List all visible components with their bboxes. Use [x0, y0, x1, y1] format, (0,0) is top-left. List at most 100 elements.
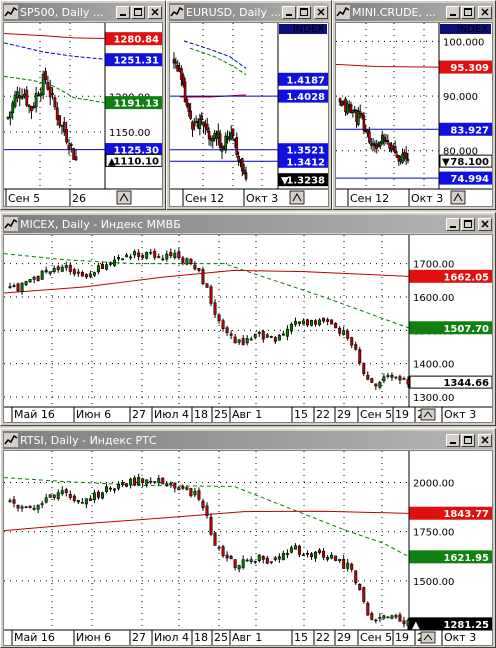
candle-body: [257, 554, 261, 562]
candle-body: [62, 121, 66, 133]
candle-body: [12, 285, 16, 287]
maximize-button[interactable]: [461, 433, 475, 447]
candle-body: [301, 554, 305, 557]
chart-plot[interactable]: 2000.00 1750.00 1500.00 1843.77 1621.95 ▲ 1281…: [3, 450, 493, 646]
moving-average-short: [4, 42, 106, 60]
date-label: Июн 6: [76, 408, 111, 421]
chart-window-eurusd[interactable]: EURUSD, Daily ... 1.4187 1.4028 1.3521 1.34…: [166, 0, 332, 210]
price-tick-label: 1150.00: [109, 128, 150, 139]
price-tick-label: 100.000: [443, 37, 484, 48]
candle-body: [350, 563, 354, 570]
maximize-button[interactable]: [297, 5, 311, 19]
chart-window-micex[interactable]: MICEX, Daily - Индекс ММВБ 1700.00 1600.0…: [0, 212, 496, 426]
scale-button-box[interactable]: [420, 408, 436, 421]
candle-body: [185, 258, 189, 265]
date-label: 15: [294, 631, 308, 644]
window-title: MICEX, Daily - Индекс ММВБ: [20, 217, 181, 231]
minimize-button[interactable]: [282, 5, 296, 19]
candle-body: [371, 142, 375, 146]
candle-body: [293, 320, 297, 325]
window-title: SP500, Daily ...: [20, 5, 104, 19]
minimize-button[interactable]: [116, 5, 130, 19]
candle-body: [360, 113, 364, 117]
scale-button[interactable]: [116, 190, 132, 205]
date-label: 19: [395, 408, 409, 421]
title-bar[interactable]: SP500, Daily ...: [3, 3, 163, 21]
candle-body: [193, 123, 196, 127]
candle-body: [39, 92, 43, 97]
scale-button-box[interactable]: [289, 190, 305, 205]
chart-plot[interactable]: 1.4187 1.4028 1.3521 1.3412 ▼ 1.3238 INDEX Сен …: [169, 22, 329, 207]
title-bar[interactable]: MICEX, Daily - Индекс ММВБ: [3, 215, 493, 233]
scale-button[interactable]: [420, 408, 436, 421]
chart-plot[interactable]: 100.000 90.000 80.000 95.309 83.927 ▼ 78.100 74…: [335, 22, 493, 207]
candle-body: [322, 550, 326, 558]
scale-button-box[interactable]: [116, 190, 132, 205]
moving-average-long: [4, 510, 410, 532]
candle-body: [80, 502, 84, 504]
candle-body: [229, 555, 233, 560]
candle-body: [40, 503, 44, 505]
candle-body: [273, 337, 277, 342]
candle-body: [297, 545, 301, 555]
chart-icon: [423, 634, 433, 641]
title-bar[interactable]: RTSI, Daily - Индекс РТС: [3, 431, 493, 449]
price-label-box: [409, 321, 492, 335]
chart-plot[interactable]: 1200.001150.001280.841251.311191.131125.…: [3, 22, 163, 207]
candle-body: [330, 554, 334, 559]
minimize-button[interactable]: [446, 5, 460, 19]
candle-body: [273, 557, 277, 560]
candle-body: [58, 115, 61, 126]
maximize-button[interactable]: [461, 5, 475, 19]
close-button[interactable]: [478, 217, 492, 231]
candle-body: [406, 159, 410, 161]
price-label: 95.309: [439, 60, 492, 74]
chart-plot[interactable]: 1700.001600.001500.001400.001300.001662.…: [3, 234, 493, 423]
title-bar[interactable]: MINI.CRUDE, ...: [335, 3, 493, 21]
scale-button[interactable]: [289, 190, 305, 205]
close-button[interactable]: [478, 5, 492, 19]
scale-button[interactable]: [420, 631, 436, 644]
price-label-text: 1.3238: [286, 176, 325, 187]
title-bar[interactable]: EURUSD, Daily ...: [169, 3, 329, 21]
price-label-box: [278, 154, 328, 168]
candle-body: [48, 494, 52, 498]
scale-button-box[interactable]: [450, 190, 466, 205]
price-label: 1280.84: [105, 32, 162, 46]
scale-button[interactable]: [450, 190, 466, 205]
candle-body: [229, 333, 233, 336]
chart-window-sp500[interactable]: SP500, Daily ... 1200.001150.001280.8412…: [0, 0, 166, 210]
price-label: 83.927: [439, 122, 492, 136]
candle-body: [137, 476, 141, 486]
minimize-button[interactable]: [446, 433, 460, 447]
chart-window-minicrude[interactable]: MINI.CRUDE, ... 100.000 90.000 80.000 95.30…: [332, 0, 496, 210]
price-label-text: 83.927: [450, 125, 489, 136]
scale-button-box[interactable]: [420, 631, 436, 644]
candle-body: [72, 269, 76, 275]
candle-body: [174, 61, 178, 64]
close-button[interactable]: [478, 433, 492, 447]
candle-body: [269, 561, 273, 563]
candle-body: [225, 327, 229, 333]
candle-body: [217, 546, 221, 549]
close-button[interactable]: [314, 5, 328, 19]
candle-body: [318, 549, 322, 553]
candle-body: [72, 495, 76, 501]
close-button[interactable]: [148, 5, 162, 19]
maximize-button[interactable]: [461, 217, 475, 231]
candle-body: [386, 616, 390, 619]
candle-body: [249, 338, 253, 341]
price-label-text: 1110.10: [113, 156, 159, 167]
candle-body: [117, 483, 121, 489]
candle-body: [366, 602, 370, 616]
candle-body: [205, 505, 209, 516]
candle-body: [181, 486, 185, 489]
date-label: Сен 12: [185, 192, 224, 205]
maximize-button[interactable]: [131, 5, 145, 19]
candle-body: [183, 81, 187, 103]
chart-window-rtsi[interactable]: RTSI, Daily - Индекс РТС 2000.00 1750.00 1…: [0, 428, 496, 648]
candle-body: [52, 268, 56, 273]
minimize-button[interactable]: [446, 217, 460, 231]
index-label: INDEX: [293, 24, 324, 35]
candle-body: [231, 128, 235, 137]
